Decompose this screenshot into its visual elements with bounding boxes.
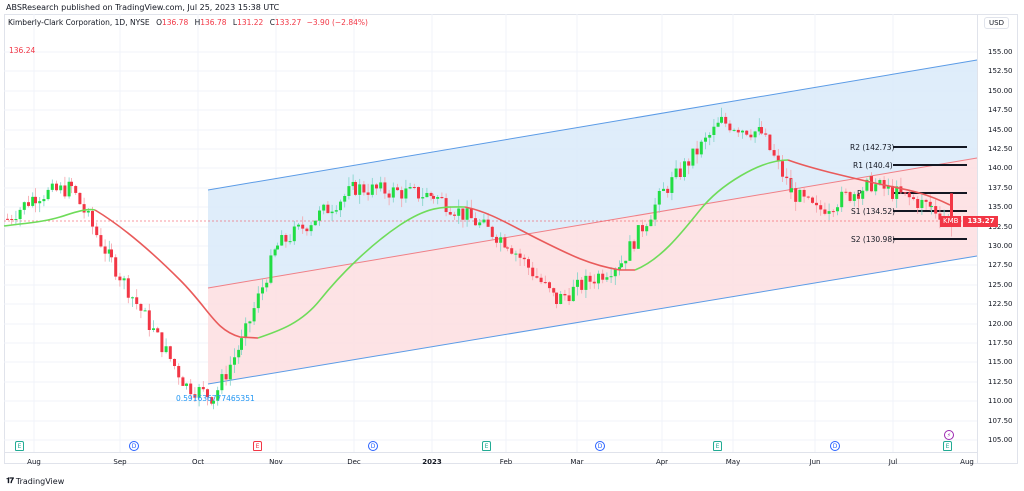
high-value: 136.78 <box>200 18 227 27</box>
close-value: 133.27 <box>274 18 302 27</box>
moving-average-up-3 <box>634 159 789 271</box>
price-tick: 132.50 <box>988 222 1013 231</box>
time-tick: Jul <box>888 458 898 466</box>
high-price-marker: 136.24 <box>9 46 36 55</box>
price-axis[interactable] <box>977 14 1019 464</box>
currency-button[interactable]: USD <box>984 17 1009 29</box>
pivot-r1-label: R1 (140.4) <box>853 161 893 170</box>
earnings-icon[interactable]: E <box>943 441 952 451</box>
close-label: C <box>269 18 275 27</box>
time-tick: Dec <box>347 458 361 466</box>
price-tick: 130.00 <box>988 242 1013 250</box>
pivot-p-label: P <box>857 189 862 198</box>
price-tick: 122.50 <box>988 300 1013 309</box>
price-tick: 147.50 <box>988 106 1013 115</box>
price-tick: 112.50 <box>988 377 1013 386</box>
low-label: L <box>232 18 238 27</box>
price-tick: 152.50 <box>988 67 1013 76</box>
symbol-title: Kimberly-Clark Corporation, 1D, NYSE <box>8 18 150 27</box>
price-tick: 125.00 <box>988 280 1013 289</box>
price-tick: 105.00 <box>988 436 1013 444</box>
price-tick: 140.00 <box>988 164 1013 173</box>
moving-average-up-2 <box>257 206 466 339</box>
moving-average-down-1 <box>94 209 259 339</box>
published-byline: ABSResearch published on TradingView.com… <box>6 3 280 12</box>
channel-mid-line <box>207 157 978 289</box>
change-value: −3.90 (−2.84%) <box>306 18 368 27</box>
time-tick: Jun <box>809 458 821 466</box>
dividend-icon[interactable]: D <box>595 441 605 451</box>
price-tick: 117.50 <box>988 339 1013 347</box>
earnings-icon[interactable]: E <box>253 441 262 451</box>
time-tick: Mar <box>570 458 584 466</box>
price-tick: 120.00 <box>988 319 1013 328</box>
pivot-s2-label: S2 (130.98) <box>851 235 896 244</box>
moving-average-down-2 <box>464 206 635 271</box>
earnings-icon[interactable]: E <box>482 441 491 451</box>
time-tick: Aug <box>960 458 974 466</box>
low-value: 131.22 <box>237 18 264 27</box>
high-label: H <box>194 18 201 27</box>
time-tick: Apr <box>655 458 669 466</box>
split-icon[interactable]: ⚡ <box>944 430 954 440</box>
price-tick: 127.50 <box>988 261 1013 270</box>
price-tick: 137.50 <box>988 183 1013 192</box>
time-tick: Sep <box>113 458 127 466</box>
price-tick: 135.00 <box>988 203 1013 212</box>
current-price: 133.27 <box>963 216 999 227</box>
price-tick: 107.50 <box>988 416 1013 425</box>
earnings-icon[interactable]: E <box>713 441 722 451</box>
price-tick: 110.00 <box>988 397 1013 406</box>
time-tick: Feb <box>499 458 513 466</box>
channel-lower-fill <box>208 158 977 384</box>
time-tick: 2023 <box>422 458 442 466</box>
moving-average-up-1 <box>3 208 96 227</box>
moving-average-down-3 <box>787 159 951 206</box>
tradingview-logo[interactable]: 𝟏𝟕 TradingView <box>6 476 64 486</box>
channel-lower-line <box>207 255 978 385</box>
price-tick: 142.50 <box>988 145 1013 153</box>
open-value: 136.78 <box>161 18 189 27</box>
candlesticks <box>6 107 953 410</box>
time-tick: May <box>725 458 741 466</box>
channel-upper-line <box>207 59 978 191</box>
price-tick: 155.00 <box>988 48 1013 56</box>
time-tick: Aug <box>27 458 41 466</box>
current-price-tag: KMB 133.27 <box>940 216 999 227</box>
price-tick: 145.00 <box>988 125 1013 134</box>
open-label: O <box>156 18 162 27</box>
time-tick: Nov <box>269 458 283 466</box>
earnings-icon[interactable]: E <box>15 441 24 451</box>
tradingview-mark-icon: 𝟏𝟕 <box>6 476 14 485</box>
time-tick: Oct <box>191 458 205 466</box>
chart-frame <box>4 14 1018 464</box>
dividend-icon[interactable]: D <box>129 441 139 451</box>
pivot-r2-label: R2 (142.73) <box>850 143 895 152</box>
pivot-lines <box>893 146 967 240</box>
fib-level-label: 0.591636777465351 <box>176 394 255 403</box>
dividend-icon[interactable]: D <box>830 441 840 451</box>
time-axis-divider <box>4 452 977 453</box>
dividend-icon[interactable]: D <box>368 441 378 451</box>
brand-name: TradingView <box>15 476 65 486</box>
current-symbol: KMB <box>940 216 962 227</box>
channel-upper-fill <box>208 60 977 288</box>
pivot-s1-label: S1 (134.52) <box>851 207 896 216</box>
price-tick: 115.00 <box>988 358 1013 367</box>
symbol-legend: Kimberly-Clark Corporation, 1D, NYSE O13… <box>8 18 368 27</box>
price-tick: 150.00 <box>988 86 1013 95</box>
